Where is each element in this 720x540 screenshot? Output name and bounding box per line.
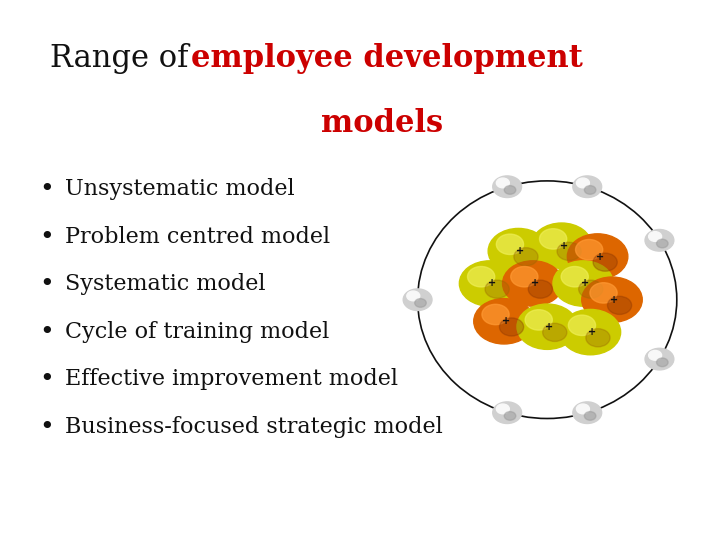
Text: Problem centred model: Problem centred model bbox=[65, 226, 330, 248]
Circle shape bbox=[649, 350, 662, 360]
Circle shape bbox=[582, 277, 642, 322]
Circle shape bbox=[514, 248, 538, 266]
Circle shape bbox=[492, 402, 521, 423]
Circle shape bbox=[657, 239, 668, 248]
Circle shape bbox=[407, 291, 420, 301]
Circle shape bbox=[577, 404, 590, 414]
Circle shape bbox=[403, 289, 432, 310]
Circle shape bbox=[645, 230, 674, 251]
Circle shape bbox=[590, 283, 617, 303]
Circle shape bbox=[531, 223, 592, 268]
Circle shape bbox=[568, 315, 595, 335]
Circle shape bbox=[539, 228, 567, 249]
Text: Effective improvement model: Effective improvement model bbox=[65, 368, 397, 390]
Circle shape bbox=[575, 239, 603, 260]
Circle shape bbox=[573, 402, 602, 423]
Circle shape bbox=[557, 242, 581, 260]
Circle shape bbox=[415, 299, 426, 307]
Text: +: + bbox=[531, 279, 539, 288]
Circle shape bbox=[579, 280, 603, 298]
Text: +: + bbox=[487, 279, 496, 288]
Circle shape bbox=[496, 234, 523, 254]
Circle shape bbox=[561, 266, 588, 287]
Circle shape bbox=[645, 348, 674, 370]
Circle shape bbox=[649, 232, 662, 241]
Text: Range of: Range of bbox=[50, 43, 199, 74]
Circle shape bbox=[504, 411, 516, 420]
Text: Unsystematic model: Unsystematic model bbox=[65, 178, 294, 200]
Text: +: + bbox=[502, 316, 510, 326]
Circle shape bbox=[608, 296, 631, 314]
Circle shape bbox=[517, 304, 577, 349]
Circle shape bbox=[482, 304, 509, 325]
Text: •: • bbox=[40, 273, 54, 296]
Circle shape bbox=[528, 280, 552, 298]
Circle shape bbox=[573, 176, 602, 198]
Text: models: models bbox=[320, 108, 443, 139]
Text: •: • bbox=[40, 416, 54, 439]
Text: Cycle of training model: Cycle of training model bbox=[65, 321, 329, 343]
Text: Systematic model: Systematic model bbox=[65, 273, 265, 295]
Circle shape bbox=[577, 178, 590, 188]
Circle shape bbox=[459, 261, 520, 306]
Circle shape bbox=[560, 309, 621, 355]
Circle shape bbox=[500, 318, 523, 336]
Circle shape bbox=[503, 261, 563, 306]
Circle shape bbox=[474, 299, 534, 344]
Circle shape bbox=[567, 234, 628, 279]
Text: +: + bbox=[610, 295, 618, 305]
Circle shape bbox=[485, 280, 509, 298]
Circle shape bbox=[586, 329, 610, 347]
Circle shape bbox=[657, 358, 668, 367]
Circle shape bbox=[593, 253, 617, 271]
Text: •: • bbox=[40, 226, 54, 249]
Circle shape bbox=[525, 309, 552, 330]
Circle shape bbox=[510, 266, 538, 287]
Text: +: + bbox=[516, 246, 525, 256]
Text: •: • bbox=[40, 178, 54, 201]
Circle shape bbox=[504, 186, 516, 194]
Circle shape bbox=[543, 323, 567, 341]
Text: •: • bbox=[40, 368, 54, 392]
Circle shape bbox=[496, 404, 509, 414]
Circle shape bbox=[585, 411, 596, 420]
Text: +: + bbox=[545, 322, 554, 332]
Circle shape bbox=[492, 176, 521, 198]
Text: +: + bbox=[581, 279, 590, 288]
Text: +: + bbox=[559, 241, 568, 251]
Text: +: + bbox=[588, 327, 597, 337]
Text: employee development: employee development bbox=[191, 43, 582, 74]
Circle shape bbox=[585, 186, 596, 194]
Text: •: • bbox=[40, 321, 54, 344]
Circle shape bbox=[467, 266, 495, 287]
Circle shape bbox=[553, 261, 613, 306]
Text: +: + bbox=[595, 252, 604, 261]
Circle shape bbox=[496, 178, 509, 188]
Circle shape bbox=[488, 228, 549, 274]
Text: Business-focused strategic model: Business-focused strategic model bbox=[65, 416, 443, 438]
